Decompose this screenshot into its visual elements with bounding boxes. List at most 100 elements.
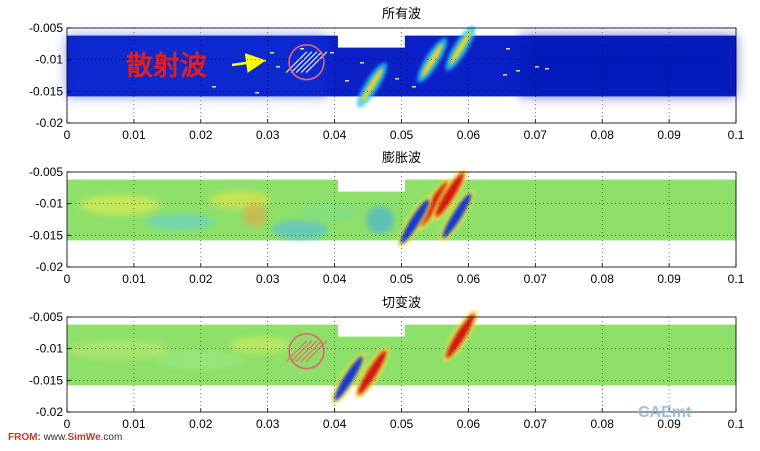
x-tick-label: 0.07 <box>524 417 548 431</box>
annotation-arrow <box>231 53 266 73</box>
scatter-speck <box>255 92 259 94</box>
x-tick-label: 0.03 <box>256 417 280 431</box>
x-tick-label: 0.09 <box>657 272 681 286</box>
x-tick-label: 0.01 <box>122 128 146 142</box>
scatterer-circle <box>288 44 325 81</box>
scatter-speck <box>345 80 349 82</box>
x-tick-label: 0.07 <box>524 128 548 142</box>
x-tick-label: 0.1 <box>728 128 745 142</box>
field-texture <box>80 191 394 240</box>
field-blob <box>70 340 170 360</box>
credit-suffix: .com <box>100 432 123 443</box>
field-blob <box>145 214 215 230</box>
scatter-speck <box>535 66 539 68</box>
y-tick-label: -0.02 <box>36 116 64 130</box>
wave-feature <box>357 62 388 108</box>
y-tick-label: -0.01 <box>36 197 64 211</box>
x-tick-label: 0.04 <box>323 272 347 286</box>
x-tick-label: 0.08 <box>591 128 615 142</box>
field-shade <box>520 35 736 97</box>
x-tick-label: 0.06 <box>457 417 481 431</box>
x-tick-label: 0.03 <box>256 272 280 286</box>
x-tick-label: 0.06 <box>457 272 481 286</box>
y-tick-label: -0.01 <box>36 342 64 356</box>
panel-title: 所有波 <box>382 6 421 21</box>
credit-brand: SimWe <box>67 432 101 443</box>
hatch-line <box>300 340 323 363</box>
notch <box>337 322 405 337</box>
scatter-speck <box>276 66 280 68</box>
wave-feature <box>331 352 366 405</box>
x-tick-label: 0 <box>64 272 71 286</box>
scatterer-circle <box>288 333 325 370</box>
wave-core <box>421 43 444 78</box>
x-tick-label: 0 <box>64 128 71 142</box>
y-tick-label: -0.01 <box>36 53 64 67</box>
hatch-line <box>305 51 328 74</box>
wave-core <box>449 31 472 66</box>
x-tick-label: 0.01 <box>122 272 146 286</box>
panel-title: 膨胀波 <box>382 150 421 165</box>
scatterer-hatch <box>285 51 328 74</box>
wave-core <box>435 172 464 217</box>
x-tick-label: 0.1 <box>728 417 745 431</box>
x-tick-label: 0.05 <box>390 128 414 142</box>
wave-feature <box>432 169 467 221</box>
scatter-speck <box>330 52 334 54</box>
notch <box>337 177 405 192</box>
x-tick-label: 0.04 <box>323 128 347 142</box>
x-tick-label: 0.09 <box>657 417 681 431</box>
x-tick-label: 0.08 <box>591 272 615 286</box>
scatter-speck <box>503 74 507 76</box>
hatch-line <box>285 51 308 74</box>
field-blob <box>155 351 245 369</box>
field-blob <box>300 202 360 222</box>
x-tick-label: 0.07 <box>524 272 548 286</box>
scatter-speck <box>270 52 274 54</box>
y-tick-label: -0.02 <box>36 260 64 274</box>
scatterer-hatch <box>285 340 328 363</box>
y-tick-label: -0.015 <box>29 84 63 98</box>
hatch-line <box>300 51 323 74</box>
credit-site: www. <box>43 432 68 443</box>
x-tick-label: 0.05 <box>390 417 414 431</box>
wave-core <box>334 356 363 401</box>
hatch-line <box>305 340 328 363</box>
panel-title: 切变波 <box>382 295 421 310</box>
hatch-line <box>290 340 313 363</box>
field-shade <box>67 35 327 97</box>
hatch-line <box>290 51 313 74</box>
wave-feature <box>397 195 433 248</box>
field-texture <box>67 35 736 97</box>
field-blob <box>243 203 267 227</box>
field-blob <box>272 220 328 240</box>
x-tick-label: 0.08 <box>591 417 615 431</box>
wave-feature <box>417 37 448 83</box>
x-tick-label: 0 <box>64 417 71 431</box>
field-blob <box>230 337 290 353</box>
x-tick-label: 0.03 <box>256 128 280 142</box>
source-credit: FROM: www.SimWe.com <box>8 432 122 443</box>
wave-feature <box>354 346 390 399</box>
wave-core <box>357 350 387 395</box>
wave-core <box>446 313 475 359</box>
scatter-speck <box>545 68 549 70</box>
x-tick-label: 0.02 <box>189 272 213 286</box>
scatter-speck <box>395 78 399 80</box>
y-tick-label: -0.005 <box>29 21 63 35</box>
panel-3: 0 0.01 0.02 0.03 0.04 0.05 0.06 0.07 0.08 0.09 0.1… <box>29 295 745 431</box>
scatter-speck <box>360 62 364 64</box>
notch <box>337 33 405 48</box>
x-tick-label: 0.01 <box>122 417 146 431</box>
x-tick-label: 0.02 <box>189 417 213 431</box>
wave-core <box>361 67 383 103</box>
credit-from: FROM: <box>8 432 41 443</box>
scatter-speck <box>516 70 520 72</box>
panel-2: 0 0.01 0.02 0.03 0.04 0.05 0.06 0.07 0.08 0.09 0.1… <box>29 150 745 286</box>
x-tick-label: 0.04 <box>323 417 347 431</box>
scatter-speck <box>262 60 266 62</box>
scatter-speck <box>212 86 216 88</box>
wave-feature <box>439 189 475 242</box>
wave-core <box>442 193 472 238</box>
x-tick-label: 0.1 <box>728 272 745 286</box>
